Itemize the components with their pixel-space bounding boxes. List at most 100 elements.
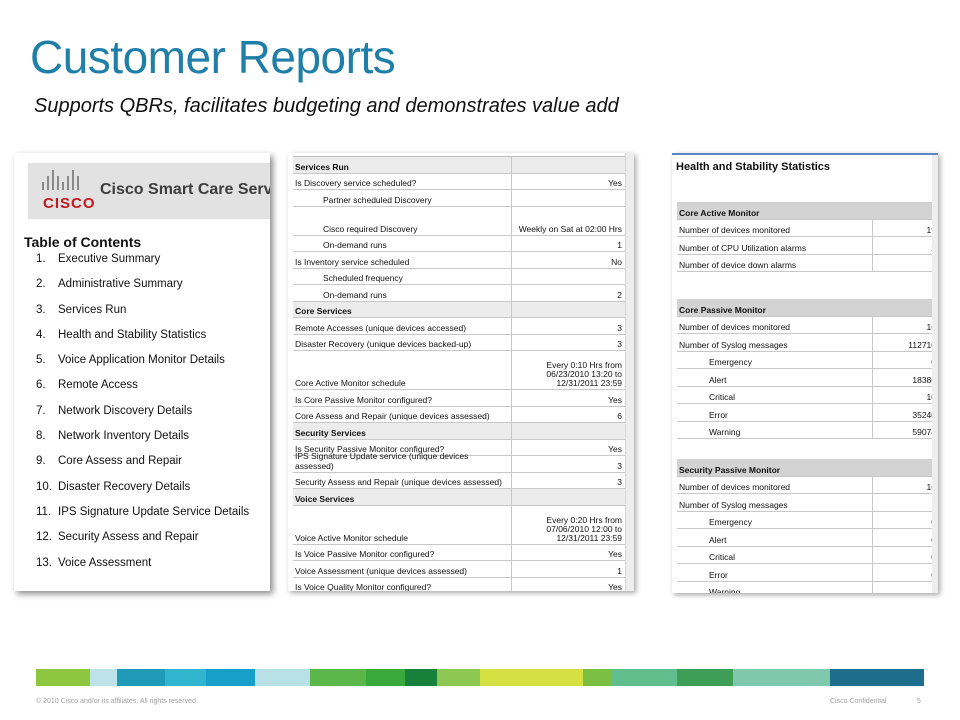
- toc-item-label: Core Assess and Repair: [58, 455, 183, 468]
- sheet-row: Is Inventory service scheduled No: [293, 252, 625, 269]
- toc-item-label: Network Discovery Details: [58, 404, 193, 417]
- toc-item[interactable]: 8. Network Inventory Details: [36, 430, 249, 455]
- toc-item[interactable]: 13. Voice Assessment: [36, 557, 249, 582]
- sheet-row-value: 1: [617, 240, 622, 250]
- health-stats-sheet: Health and Stability Statistics Core Act…: [672, 153, 938, 593]
- toc-item-number: 13.: [36, 556, 52, 569]
- toc-item-number: 8.: [36, 430, 46, 443]
- toc-item[interactable]: 7. Network Discovery Details: [36, 405, 249, 430]
- stats-row-value: 16: [873, 482, 938, 493]
- toc-list: 1. Executive Summary 2. Administrative Summ…: [36, 253, 249, 582]
- toc-item-number: 3.: [36, 303, 46, 316]
- sheet-row-label: Partner scheduled Discovery: [293, 190, 512, 206]
- footer-color-segment: [583, 669, 612, 686]
- toc-item-label: Executive Summary: [58, 253, 161, 265]
- sheet-row-label: Is Voice Passive Monitor configured?: [293, 544, 512, 560]
- stats-row-value: 19: [873, 225, 938, 236]
- sheet-row-label: Security Assess and Repair (unique devic…: [293, 472, 512, 488]
- cisco-logo-text: CISCO: [43, 195, 96, 212]
- sheet-section-row: Services Run: [293, 157, 625, 174]
- stats-scrollbar[interactable]: [932, 155, 938, 593]
- sheet-section-row: Voice Services: [293, 489, 625, 506]
- toc-item[interactable]: 4. Health and Stability Statistics: [36, 329, 249, 354]
- stats-block-header-label: Security Passive Monitor: [679, 464, 781, 475]
- stats-block: Core Active Monitor Number of devices mon…: [677, 202, 938, 272]
- stats-row-value: 1: [873, 260, 938, 271]
- stats-row: Warning 59074: [677, 421, 938, 439]
- stats-row-value: 16: [873, 322, 938, 333]
- toc-item[interactable]: 5. Voice Application Monitor Details: [36, 354, 249, 379]
- stats-row: Number of devices monitored16: [677, 316, 938, 334]
- service-name: Cisco Smart Care Service: [100, 181, 270, 198]
- stats-row-value: 0: [873, 357, 938, 368]
- footer-color-segment: [676, 669, 733, 686]
- stats-row: Number of devices monitored16: [677, 476, 938, 494]
- sheet-scrollbar[interactable]: [625, 153, 634, 591]
- stats-row-value: 0: [873, 535, 938, 546]
- sheet-row-label: IPS Signature Update service (unique dev…: [293, 451, 512, 472]
- toc-item-label: Remote Access: [58, 379, 138, 392]
- stats-row-label: Alert: [677, 369, 873, 386]
- sheet-row-value: [512, 489, 625, 505]
- slide-title: Customer Reports: [30, 31, 396, 83]
- sheet-row-label: Services Run: [293, 157, 512, 173]
- cisco-logo-bars-icon: [42, 170, 79, 190]
- toc-item-label: Services Run: [58, 303, 127, 316]
- footer-color-segment: [206, 669, 256, 686]
- toc-item-number: 4.: [36, 328, 46, 341]
- sheet-row-label: Cisco required Discovery: [293, 206, 512, 235]
- toc-heading: Table of Contents: [24, 234, 142, 250]
- sheet-row-label: Is Inventory service scheduled: [293, 252, 512, 268]
- sheet-row-label: Is Security Passive Monitor configured?: [293, 439, 512, 455]
- sheet-row-value: 3: [617, 460, 622, 471]
- toc-item[interactable]: 12. Security Assess and Repair: [36, 531, 249, 556]
- sheet-row: Is Voice Quality Monitor configured? Yes: [293, 577, 625, 591]
- toc-item-number: 9.: [36, 455, 46, 468]
- toc-item[interactable]: 6. Remote Access: [36, 379, 249, 404]
- toc-item[interactable]: 11. IPS Signature Update Service Details: [36, 506, 249, 531]
- toc-item[interactable]: 9. Core Assess and Repair: [36, 455, 249, 480]
- sheet-row: Core Assess and Repair (unique devices a…: [293, 406, 625, 423]
- toc-item[interactable]: 3. Services Run: [36, 304, 249, 329]
- sheet-section-row: Core Services: [293, 301, 625, 318]
- sheet-row: Is Voice Passive Monitor configured? Yes: [293, 544, 625, 561]
- stats-row-label: Emergency: [677, 351, 873, 368]
- stats-row-label: Critical: [677, 546, 873, 563]
- toc-item[interactable]: 2. Administrative Summary: [36, 278, 249, 303]
- sheet-row-value: Yes: [608, 444, 622, 454]
- stats-row-label: Number of Syslog messages: [677, 334, 873, 351]
- sheet-row-label: Core Assess and Repair (unique devices a…: [293, 406, 512, 422]
- sheet-row: Voice Assessment (unique devices assesse…: [293, 561, 625, 578]
- slide-subtitle: Supports QBRs, facilitates budgeting and…: [34, 95, 619, 117]
- footer-color-segment: [830, 669, 924, 686]
- sheet-row-value: 6: [617, 411, 622, 421]
- toc-item[interactable]: 1. Executive Summary: [36, 253, 249, 278]
- stats-row-label: Number of device down alarms: [677, 254, 873, 271]
- sheet-row-value: 2: [617, 289, 622, 300]
- footer-color-segment: [436, 669, 480, 686]
- footer-color-segment: [611, 669, 677, 686]
- footer-color-segment: [36, 669, 91, 686]
- sheet-row-label: Is Core Passive Monitor configured?: [293, 390, 512, 406]
- stats-row: Number of Syslog messages 112710: [677, 334, 938, 352]
- sheet-row: Security Assess and Repair (unique devic…: [293, 472, 625, 489]
- stats-block-header-label: Core Active Monitor: [679, 207, 760, 218]
- stats-row: Emergency0: [677, 351, 938, 369]
- stats-row: Error0: [677, 564, 938, 582]
- toc-item-number: 7.: [36, 404, 46, 417]
- services-run-table: Services Run Is Discovery service schedul…: [293, 156, 625, 591]
- sheet-row: Is Core Passive Monitor configured? Yes: [293, 390, 625, 407]
- stats-row-label: Warning: [677, 581, 873, 593]
- stats-row-label: Alert: [677, 529, 873, 546]
- sheet-row-label: On-demand runs: [293, 285, 512, 301]
- stats-row-value: 10: [873, 392, 938, 403]
- toc-item-label: Disaster Recovery Details: [58, 480, 191, 493]
- toc-item-number: 11.: [36, 505, 52, 518]
- sheet-row-value: 1: [617, 565, 622, 576]
- toc-item-label: Health and Stability Statistics: [58, 328, 207, 341]
- stats-block: Core Passive Monitor Number of devices mo…: [677, 299, 938, 439]
- toc-item[interactable]: 10. Disaster Recovery Details: [36, 481, 249, 506]
- sheet-row: Disaster Recovery (unique devices backed…: [293, 334, 625, 351]
- stats-row-label: Number of CPU Utilization alarms: [677, 237, 873, 254]
